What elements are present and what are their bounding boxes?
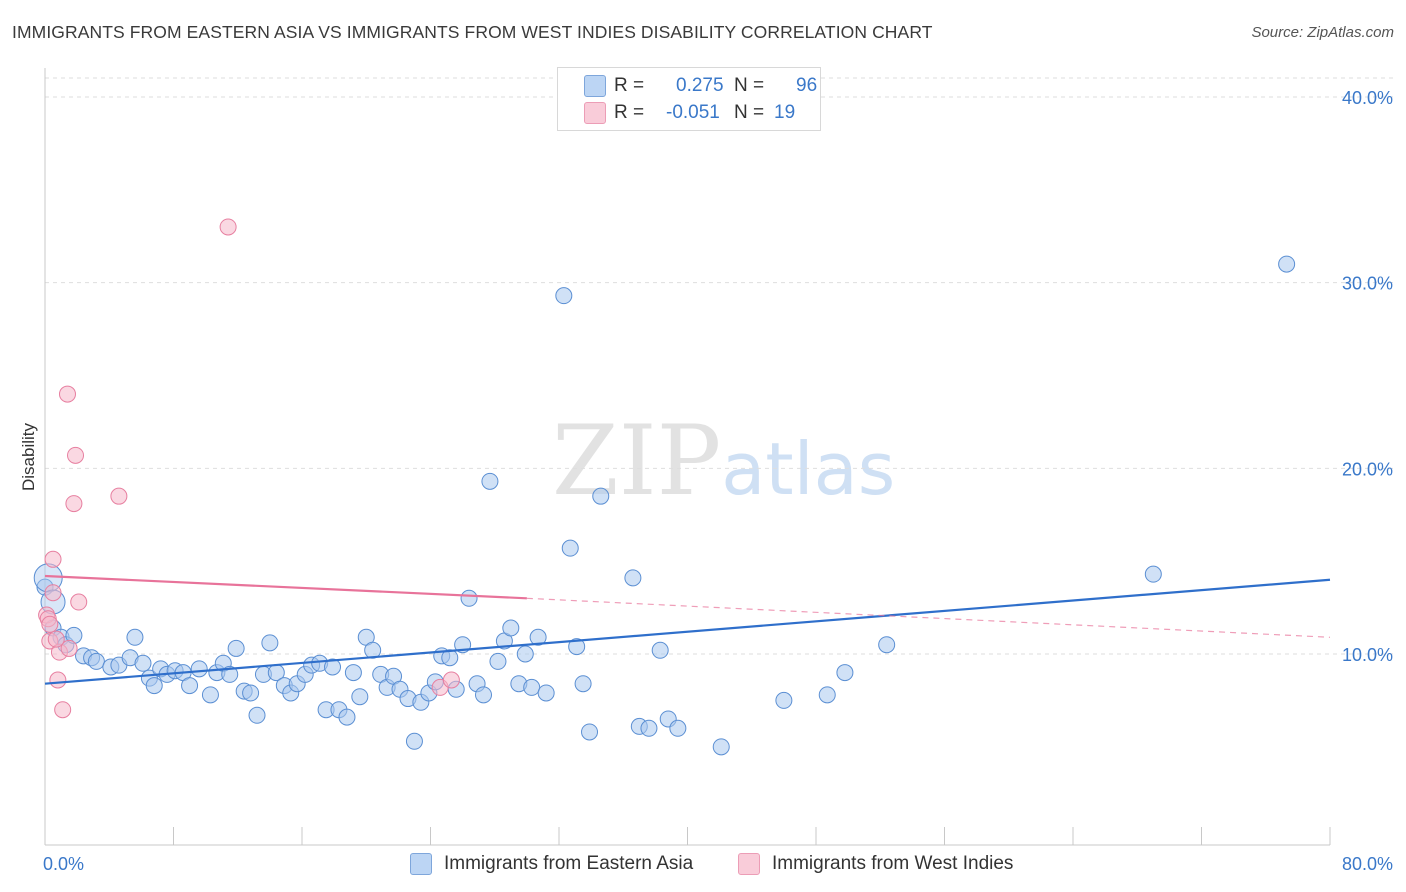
data-point-eastern-asia (523, 678, 541, 696)
data-point-west-indies (44, 584, 62, 602)
data-point-eastern-asia (261, 634, 279, 652)
bottom-legend-label: Immigrants from Eastern Asia (444, 853, 694, 874)
data-point-eastern-asia (640, 719, 658, 737)
data-point-eastern-asia (651, 641, 669, 659)
data-point-eastern-asia (248, 706, 266, 724)
legend-r-value: -0.051 (666, 102, 720, 123)
y-axis-label: Disability (19, 422, 38, 491)
data-point-eastern-asia (134, 654, 152, 672)
data-point-west-indies (219, 218, 237, 236)
y-tick-label: 20.0% (1342, 459, 1393, 479)
bottom-legend-label: Immigrants from West Indies (772, 853, 1014, 874)
data-point-eastern-asia (475, 686, 493, 704)
data-point-eastern-asia (227, 639, 245, 657)
chart-source: Source: ZipAtlas.com (1251, 24, 1394, 41)
data-point-eastern-asia (126, 628, 144, 646)
data-point-eastern-asia (1278, 255, 1296, 273)
data-point-west-indies (110, 487, 128, 505)
data-point-west-indies (65, 495, 83, 513)
data-point-eastern-asia (712, 738, 730, 756)
y-tick-label: 40.0% (1342, 88, 1393, 108)
data-point-eastern-asia (581, 723, 599, 741)
legend-swatch-blue (584, 75, 606, 97)
data-point-eastern-asia (460, 589, 478, 607)
data-point-west-indies (67, 446, 85, 464)
data-point-eastern-asia (574, 675, 592, 693)
y-tick-label: 30.0% (1342, 274, 1393, 294)
trend-line-west-indies-extension (526, 597, 1331, 638)
data-point-eastern-asia (221, 665, 239, 683)
legend-swatch-pink (584, 102, 606, 124)
data-point-eastern-asia (242, 684, 260, 702)
data-point-eastern-asia (87, 652, 105, 670)
data-point-eastern-asia (441, 649, 459, 667)
y-tick-label: 10.0% (1342, 645, 1393, 665)
data-point-eastern-asia (669, 719, 687, 737)
data-point-eastern-asia (201, 686, 219, 704)
data-point-eastern-asia (181, 677, 199, 695)
data-point-eastern-asia (351, 688, 369, 706)
chart-title: IMMIGRANTS FROM EASTERN ASIA VS IMMIGRAN… (12, 22, 933, 42)
data-point-eastern-asia (592, 487, 610, 505)
data-point-west-indies (60, 639, 78, 657)
data-point-west-indies (70, 593, 88, 611)
data-point-eastern-asia (338, 708, 356, 726)
legend-r-label: R = (614, 102, 645, 123)
trend-line-eastern-asia (44, 578, 1331, 685)
trend-line-west-indies (44, 574, 527, 600)
data-point-eastern-asia (489, 652, 507, 670)
data-point-eastern-asia (344, 664, 362, 682)
data-point-eastern-asia (537, 684, 555, 702)
data-point-eastern-asia (481, 472, 499, 490)
data-point-eastern-asia (561, 539, 579, 557)
watermark-zip: ZIP (552, 405, 722, 517)
legend-r-label: R = (614, 75, 645, 96)
data-point-eastern-asia (555, 287, 573, 305)
bottom-legend-swatch-pink (738, 853, 760, 875)
data-point-eastern-asia (1144, 565, 1162, 583)
legend-n-label: N = (734, 102, 765, 123)
data-point-eastern-asia (878, 636, 896, 654)
data-point-eastern-asia (502, 619, 520, 637)
legend-n-value: 96 (796, 75, 818, 96)
watermark: ZIPatlas (552, 405, 895, 517)
data-point-west-indies (49, 671, 67, 689)
data-point-eastern-asia (624, 569, 642, 587)
data-point-west-indies (442, 671, 460, 689)
data-point-west-indies (58, 385, 76, 403)
data-point-eastern-asia (145, 677, 163, 695)
data-point-eastern-asia (818, 686, 836, 704)
data-point-eastern-asia (529, 628, 547, 646)
legend-n-value: 19 (774, 102, 796, 123)
watermark-atlas: atlas (721, 427, 896, 511)
bottom-legend-eastern-asia: Immigrants from Eastern Asia (410, 850, 693, 878)
bottom-legend-swatch-blue (410, 853, 432, 875)
data-point-eastern-asia (190, 660, 208, 678)
data-point-eastern-asia (405, 732, 423, 750)
bottom-legend-west-indies: Immigrants from West Indies (738, 850, 1013, 878)
data-point-west-indies (47, 630, 65, 648)
data-point-eastern-asia (836, 664, 854, 682)
legend-n-label: N = (734, 75, 765, 96)
data-point-eastern-asia (324, 658, 342, 676)
data-point-west-indies (41, 615, 59, 633)
data-point-eastern-asia (568, 638, 586, 656)
stats-legend: R = 0.275 N = 96 R = -0.051 N = 19 (557, 67, 821, 131)
data-point-west-indies (54, 701, 72, 719)
data-point-west-indies (44, 550, 62, 568)
x-tick-label: 80.0% (1342, 854, 1393, 874)
x-tick-label: 0.0% (43, 854, 84, 874)
legend-r-value: 0.275 (676, 75, 724, 96)
data-point-eastern-asia (516, 645, 534, 663)
data-point-eastern-asia (775, 691, 793, 709)
